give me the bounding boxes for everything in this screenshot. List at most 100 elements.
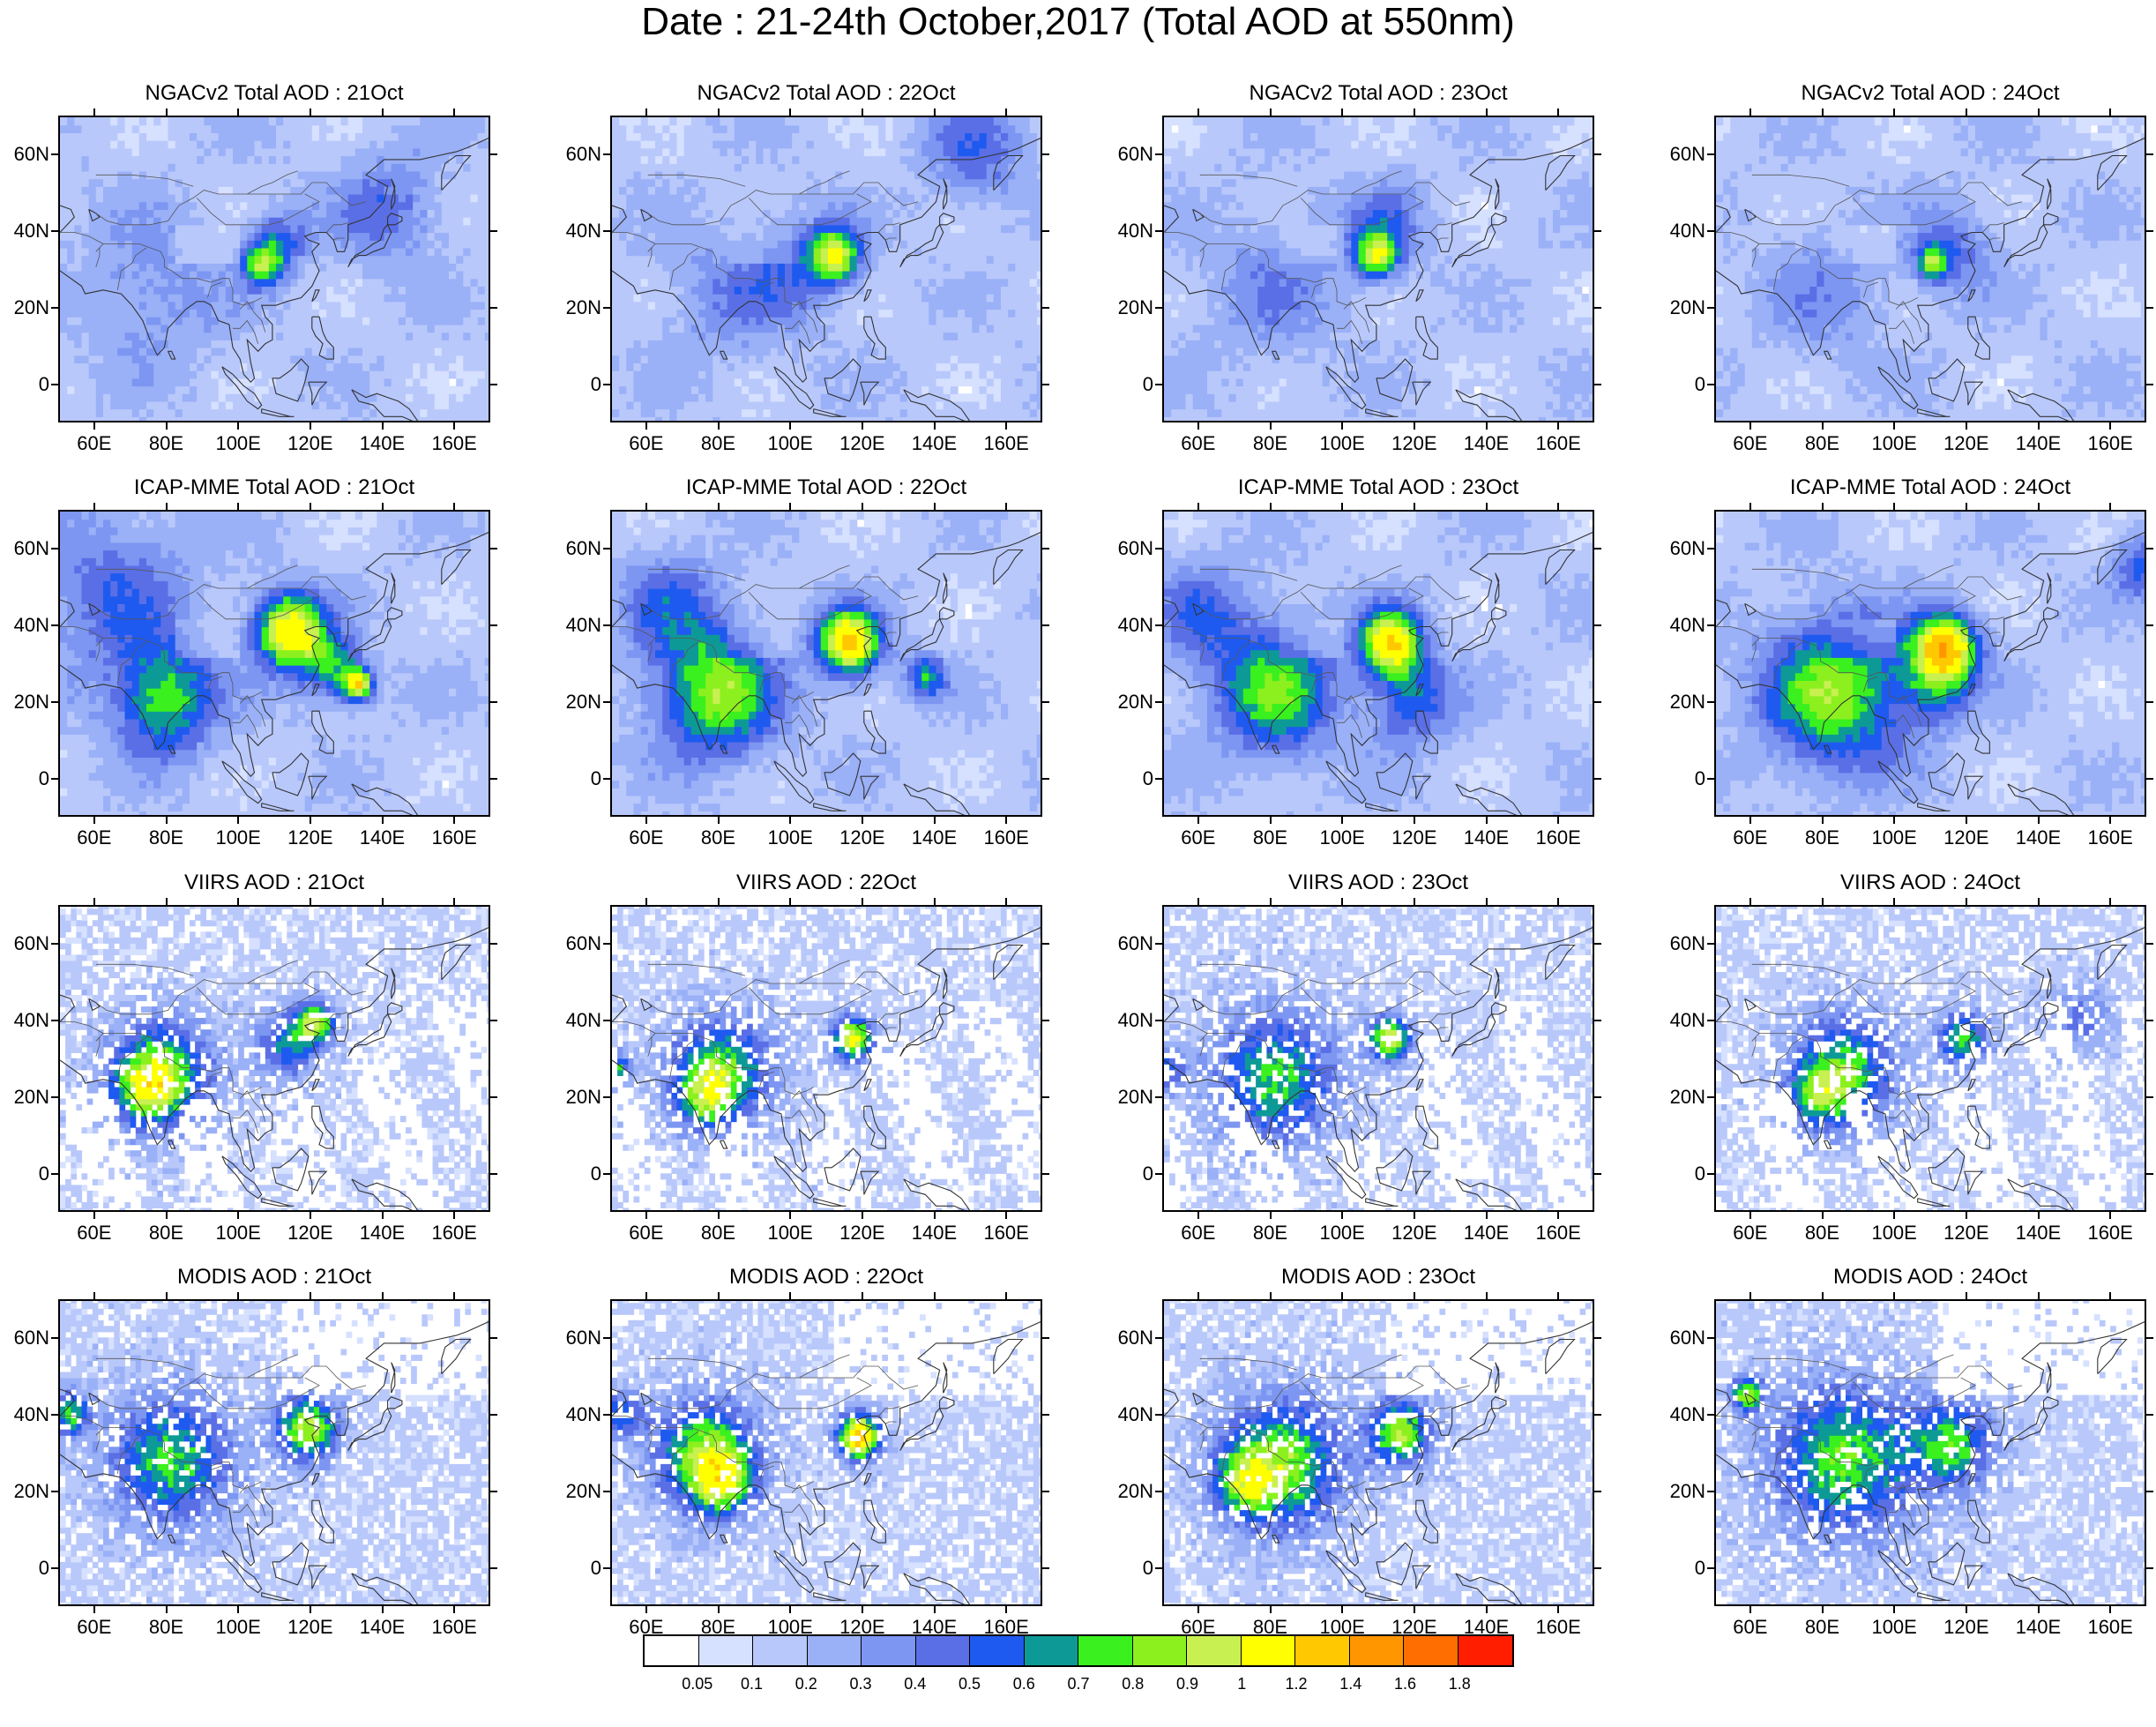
aod-cell [936, 317, 944, 325]
aod-cell [391, 340, 399, 348]
aod-cell [842, 178, 851, 187]
aod-cell [398, 400, 407, 410]
aod-cell [690, 385, 699, 394]
aod-cell [240, 124, 248, 133]
aod-cell [1029, 340, 1038, 348]
aod-cell [986, 400, 995, 410]
aod-cell [906, 255, 915, 264]
aod-cell [233, 163, 241, 172]
aod-cell [304, 132, 313, 141]
aod-cell [871, 309, 879, 318]
aod-cell [892, 117, 901, 126]
aod-cell [95, 201, 104, 210]
aod-cell [347, 416, 356, 421]
aod-cell [197, 355, 205, 363]
aod-cell [67, 378, 75, 387]
aod-cell [892, 324, 901, 333]
aod-cell [669, 224, 678, 234]
aod-cell [806, 393, 815, 402]
aod-cell [211, 324, 220, 333]
aod-cell [683, 271, 692, 280]
aod-cell [892, 263, 901, 272]
aod-cell [190, 140, 198, 149]
aod-cell [197, 400, 205, 410]
aod-cell [640, 124, 649, 133]
aod-cell [138, 385, 147, 394]
aod-cell [398, 124, 407, 133]
aod-cell [777, 247, 786, 257]
aod-cell [813, 309, 822, 318]
aod-cell [124, 255, 133, 264]
aod-cell [377, 393, 385, 402]
aod-cell [182, 209, 190, 218]
aod-cell [727, 301, 735, 310]
aod-cell [885, 155, 894, 164]
aod-cell [225, 363, 234, 371]
aod-cell [297, 255, 306, 264]
aod-cell [734, 317, 742, 325]
aod-cell [347, 317, 356, 325]
aod-cell [138, 294, 147, 303]
aod-cell [88, 170, 97, 180]
aod-cell [640, 194, 649, 203]
aod-cell [820, 140, 829, 149]
aod-cell [785, 278, 793, 287]
aod-cell [247, 348, 256, 356]
aod-cell [283, 240, 291, 249]
aod-cell [175, 194, 183, 203]
aod-cell [398, 286, 407, 295]
aod-cell [470, 217, 479, 226]
aod-cell [261, 132, 270, 141]
aod-cell [197, 217, 205, 226]
aod-cell [413, 309, 421, 318]
aod-cell [211, 140, 220, 149]
lon-tick-label: 60E [59, 433, 130, 454]
aod-cell [88, 355, 97, 363]
aod-cell [153, 255, 161, 264]
tick-mark [1042, 153, 1049, 155]
aod-cell [60, 186, 68, 195]
aod-cell [477, 317, 486, 325]
aod-cell [734, 240, 742, 249]
aod-cell [835, 309, 843, 318]
aod-cell [1164, 294, 1172, 303]
aod-cell [885, 209, 894, 218]
aod-cell [799, 317, 808, 325]
aod-cell [958, 370, 966, 379]
aod-cell [211, 416, 220, 421]
aod-cell [182, 400, 190, 410]
coastline [773, 366, 815, 410]
aod-cell [377, 355, 385, 363]
aod-cell [683, 363, 692, 371]
aod-cell [204, 194, 213, 203]
aod-cell [690, 301, 699, 310]
aod-cell [268, 378, 277, 387]
aod-cell [247, 271, 256, 280]
aod-cell [813, 217, 822, 226]
aod-cell [88, 209, 97, 218]
aod-cell [319, 217, 327, 226]
aod-cell [777, 340, 786, 348]
aod-cell [720, 324, 728, 333]
aod-cell [835, 178, 843, 187]
aod-cell [929, 378, 937, 387]
aod-cell [138, 186, 147, 195]
aod-cell [936, 232, 944, 241]
aod-cell [420, 224, 429, 234]
aod-cell [921, 140, 929, 149]
aod-cell [813, 332, 822, 340]
aod-cell [662, 163, 670, 172]
aod-cell [153, 178, 161, 187]
aod-cell [871, 416, 879, 421]
aod-cell [247, 209, 256, 218]
aod-cell [842, 340, 851, 348]
aod-cell [849, 400, 858, 410]
aod-cell [420, 209, 429, 218]
aod-cell [698, 224, 706, 234]
aod-cell [698, 132, 706, 141]
aod-cell [240, 263, 248, 272]
aod-cell [413, 278, 421, 287]
aod-cell [131, 324, 140, 333]
aod-cell [434, 400, 443, 410]
aod-cell [197, 370, 205, 379]
